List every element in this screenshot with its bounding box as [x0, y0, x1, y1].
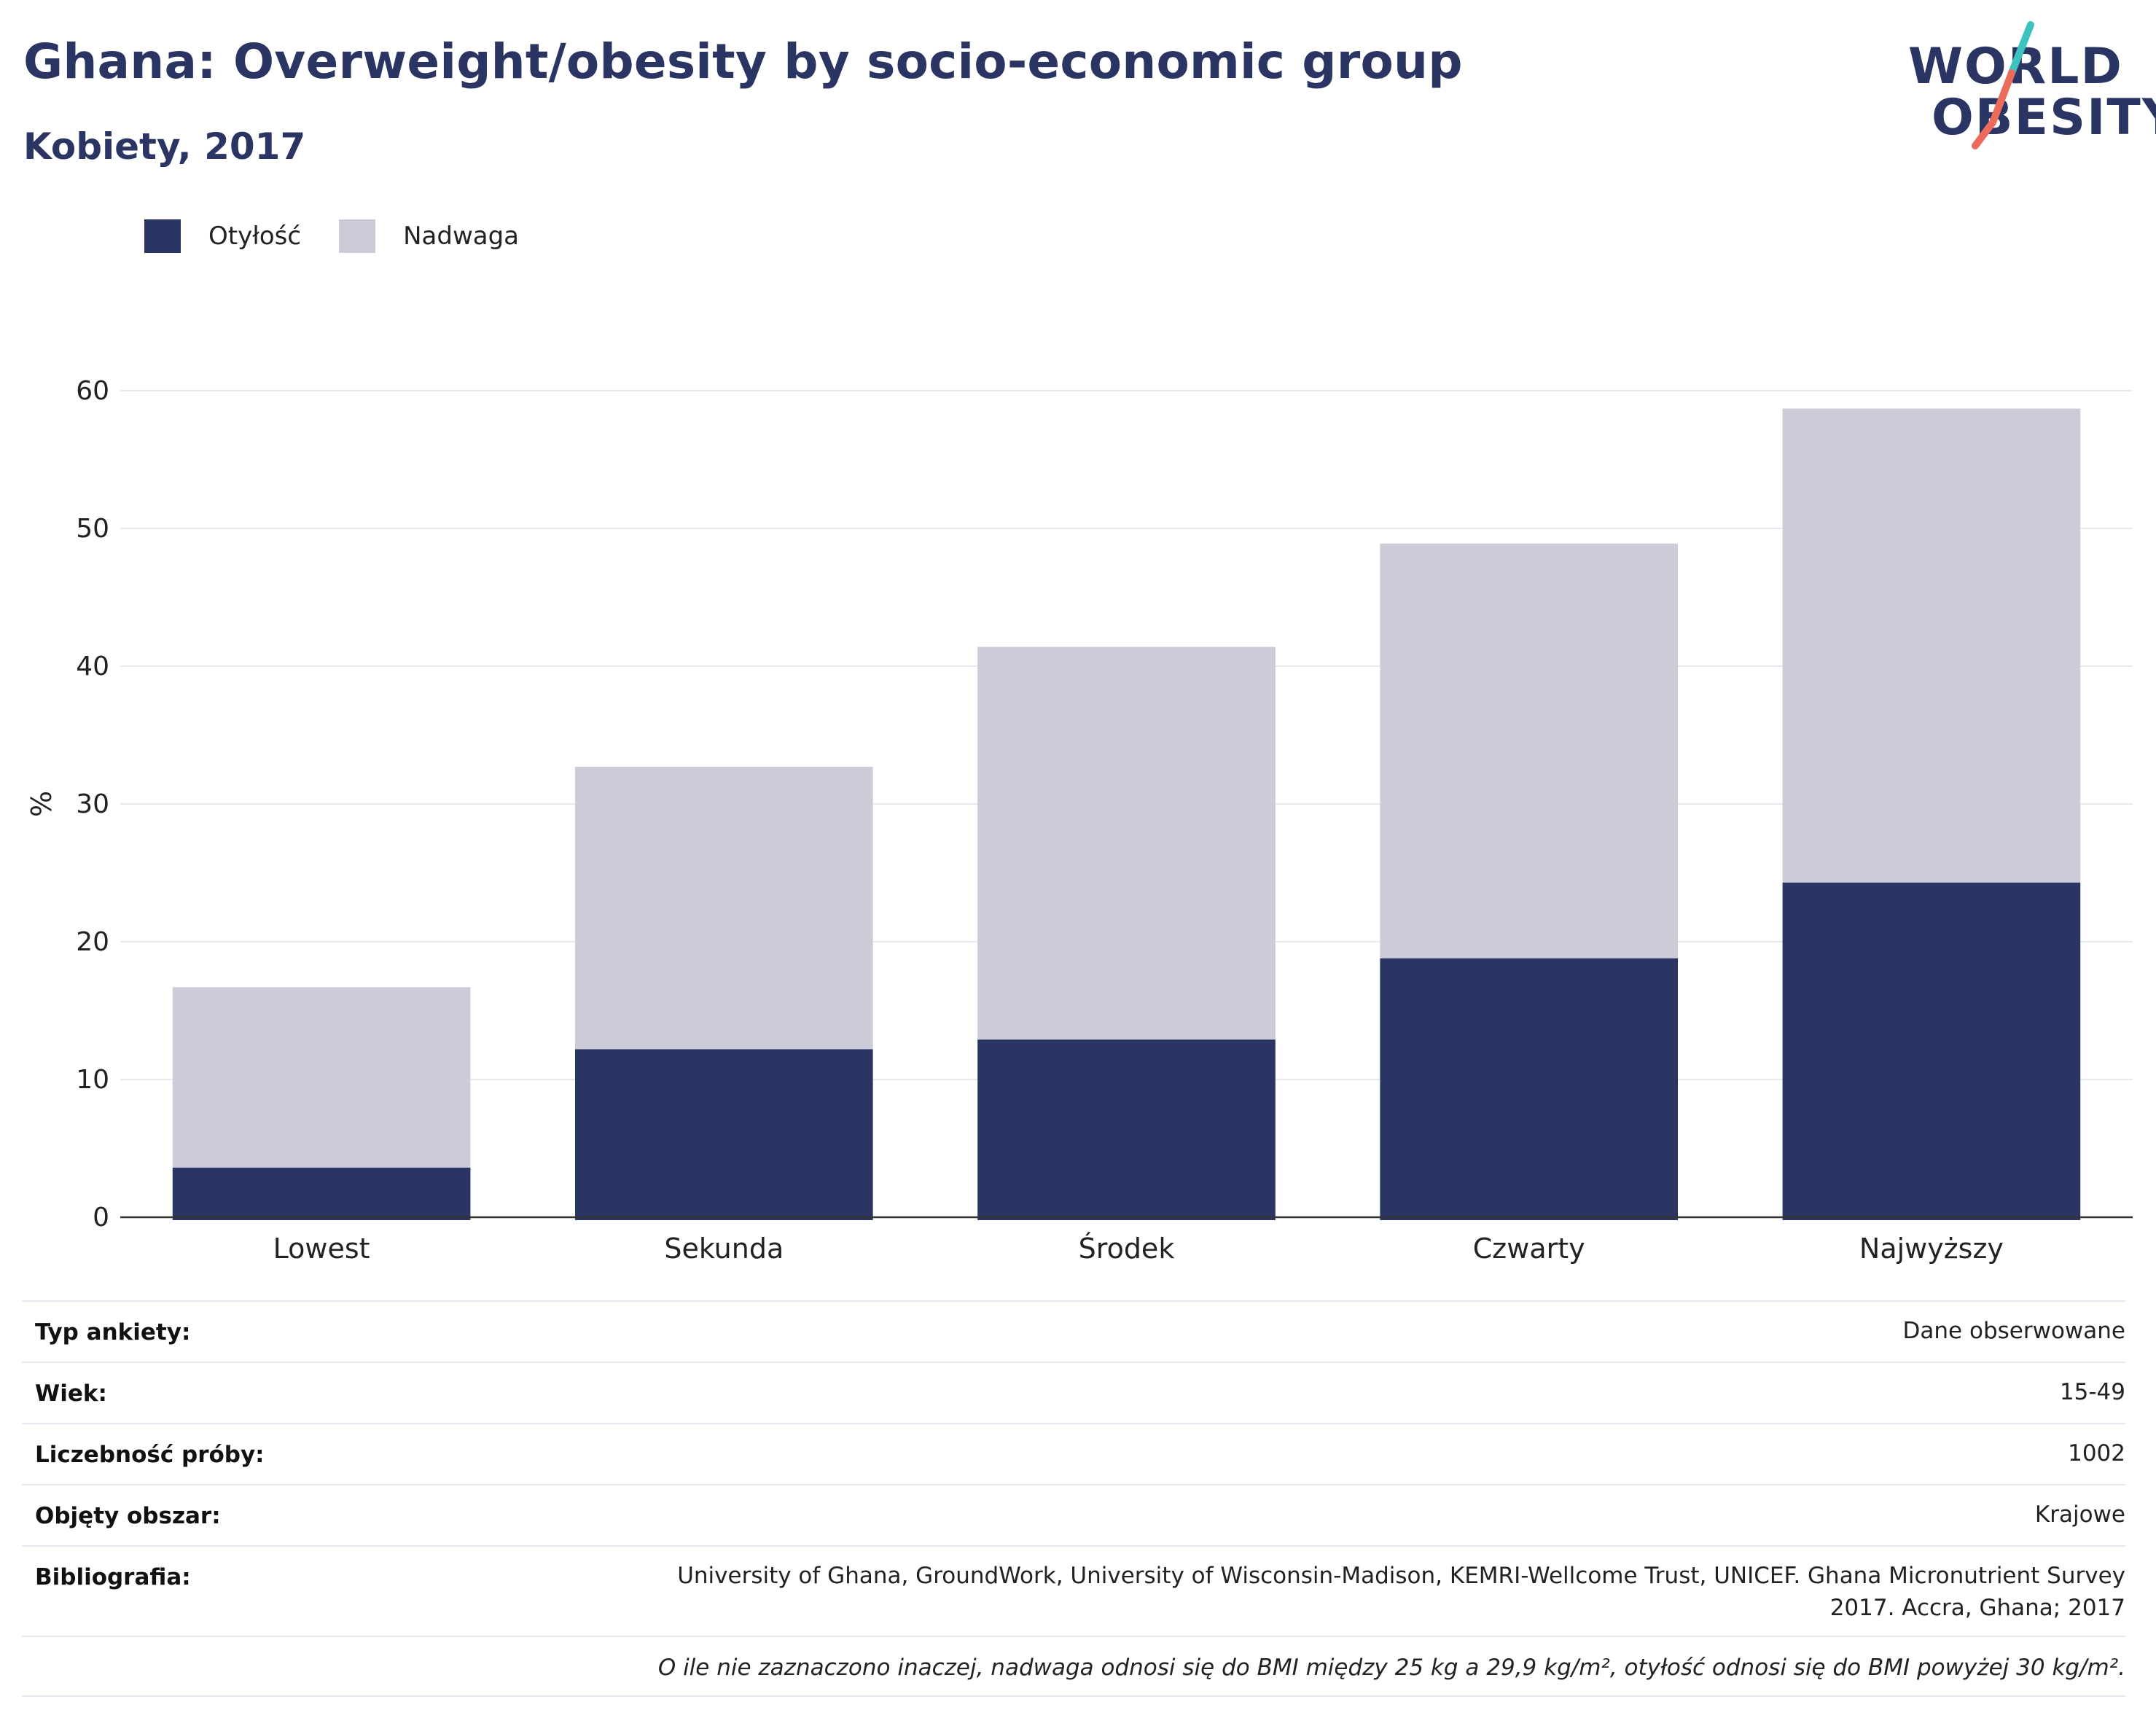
legend-item-obesity[interactable]: Otyłość	[144, 219, 301, 253]
logo-text-obesity: OBESITY	[1932, 89, 2156, 147]
logo-slash-icon	[1972, 21, 2034, 149]
info-table: Typ ankiety: Dane obserwowane Wiek: 15-4…	[22, 1300, 2125, 1697]
y-tick-label: 60	[76, 376, 109, 406]
x-tick-label: Środek	[1079, 1233, 1175, 1265]
chart-subtitle: Kobiety, 2017	[23, 125, 306, 168]
info-row-coverage: Objęty obszar: Krajowe	[22, 1484, 2125, 1545]
bar-obesity	[574, 1049, 873, 1220]
legend: Otyłość Nadwaga	[144, 217, 557, 255]
info-value-bibliography-line2: 2017. Accra, Ghana; 2017	[1829, 1595, 2125, 1621]
info-value-age: 15-49	[2059, 1379, 2125, 1405]
info-label-sample-size: Liczebność próby:	[35, 1442, 265, 1468]
x-tick-label: Najwyższy	[1859, 1233, 2004, 1265]
chart-title: Ghana: Overweight/obesity by socio-econo…	[23, 34, 1463, 90]
info-label-survey-type: Typ ankiety:	[35, 1319, 191, 1346]
stacked-bar-chart: 0 10 20 30 40 50 60% Lowest Sekunda Środek Czwarty…	[26, 376, 2133, 1265]
y-tick-label: 40	[76, 652, 109, 682]
legend-label-obesity: Otyłość	[208, 222, 302, 251]
bar-obesity	[1782, 882, 2081, 1220]
info-value-survey-type: Dane obserwowane	[1902, 1318, 2125, 1344]
bar-overweight	[1782, 408, 2081, 883]
info-row-bibliography: Bibliografia: University of Ghana, Groun…	[22, 1545, 2125, 1636]
bar-overweight	[1380, 543, 1679, 958]
legend-swatch-obesity	[144, 219, 181, 253]
info-value-coverage: Krajowe	[2034, 1501, 2125, 1528]
bar-overweight	[574, 766, 873, 1050]
info-row-footnote: O ile nie zaznaczono inaczej, nadwaga od…	[22, 1636, 2125, 1697]
legend-label-overweight: Nadwaga	[403, 222, 520, 251]
info-value-bibliography-line1: University of Ghana, GroundWork, Univers…	[677, 1563, 2125, 1589]
x-tick-label: Czwarty	[1473, 1233, 1585, 1265]
bar-obesity	[1380, 958, 1679, 1220]
y-tick-label: 0	[93, 1203, 109, 1233]
info-row-age: Wiek: 15-49	[22, 1362, 2125, 1423]
info-row-sample-size: Liczebność próby: 1002	[22, 1423, 2125, 1484]
info-label-bibliography: Bibliografia:	[35, 1564, 191, 1590]
legend-item-overweight[interactable]: Nadwaga	[339, 219, 519, 253]
info-label-age: Wiek:	[35, 1380, 107, 1407]
info-value-sample-size: 1002	[2068, 1440, 2125, 1467]
legend-swatch-overweight	[339, 219, 376, 253]
y-tick-label: 50	[76, 514, 109, 544]
y-tick-label: 10	[76, 1065, 109, 1095]
bar-obesity	[172, 1167, 471, 1220]
info-label-coverage: Objęty obszar:	[35, 1503, 221, 1529]
x-tick-label: Lowest	[273, 1233, 370, 1265]
x-tick-label: Sekunda	[664, 1233, 784, 1265]
bar-overweight	[172, 987, 471, 1168]
y-axis-label: %	[26, 791, 58, 817]
bar-obesity	[977, 1039, 1276, 1220]
world-obesity-logo: WORLD OBESITY	[1895, 20, 2156, 159]
bar-overweight	[977, 647, 1276, 1040]
definition-footnote: O ile nie zaznaczono inaczej, nadwaga od…	[657, 1655, 2125, 1681]
info-row-survey-type: Typ ankiety: Dane obserwowane	[22, 1300, 2125, 1362]
y-tick-label: 30	[76, 789, 109, 819]
y-tick-label: 20	[76, 927, 109, 957]
